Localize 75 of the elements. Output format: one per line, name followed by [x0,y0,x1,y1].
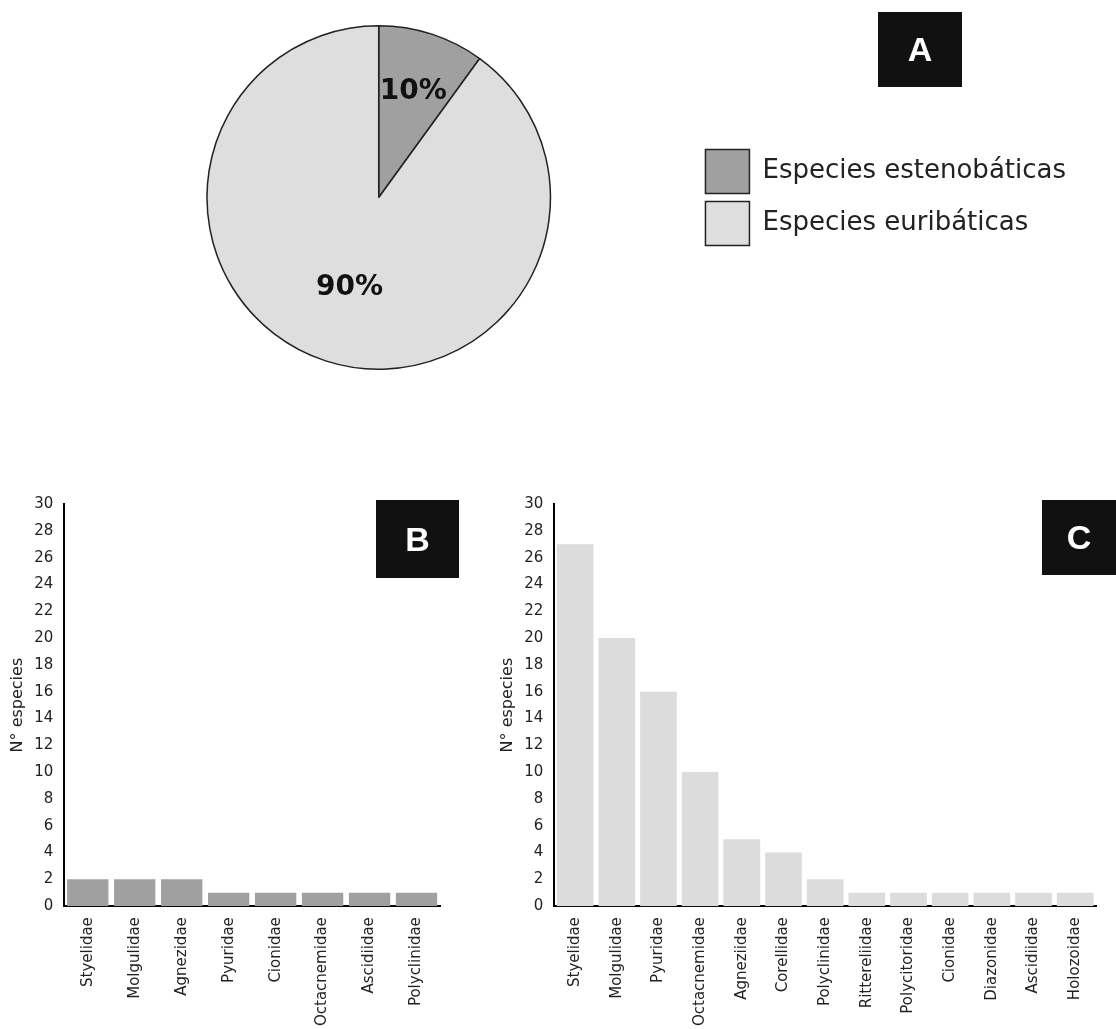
x-tick-label: Agneziidae [731,917,750,1000]
y-tick-label: 14 [34,708,54,727]
x-tick-label: Holozoidae [1065,917,1084,1001]
y-tick-label: 8 [533,788,544,807]
y-tick-label: 0 [43,896,54,915]
bar [890,892,927,907]
y-tick-label: 30 [524,493,544,512]
bar [1015,892,1052,907]
y-tick-label: 4 [43,842,54,861]
y-axis-title: N° especies [6,657,26,753]
y-tick-label: 10 [524,762,544,780]
x-tick-label: Polyclinidae [406,917,425,1007]
y-tick-label: 6 [533,815,544,834]
bar [598,638,636,907]
y-tick-label: 4 [533,842,544,861]
x-tick-label: Octacnemidae [312,917,331,1027]
x-tick-label: Diazonidae [981,917,1000,1001]
data-label: 10% [379,72,447,106]
y-tick-label: 24 [524,574,544,593]
x-tick-label: Rittereliidae [856,917,875,1009]
bar [806,879,844,907]
y-tick-label: 24 [34,574,54,593]
y-tick-label: 14 [524,708,544,727]
x-tick-label: Polycitoridae [898,917,917,1014]
bar [556,544,594,907]
y-tick-label: 18 [524,654,544,673]
bar [681,772,719,907]
x-tick-label: Ascidiidae [1023,917,1042,994]
y-axis-title: N° especies [496,657,516,753]
y-tick-label: 2 [533,869,544,888]
x-tick-label: Polyclinidae [815,917,834,1007]
y-tick-label: 26 [34,547,54,566]
y-tick-label: 28 [524,520,544,539]
legend-label: Especies euribáticas [762,206,1029,237]
y-tick-label: 6 [43,815,54,834]
bar [640,691,677,907]
data-label: 90% [316,268,384,302]
x-tick-label: Cionidae [940,917,959,983]
y-tick-label: 12 [34,735,54,754]
x-tick-label: Ascidiidae [359,917,378,994]
x-tick-label: Agnezidae [171,917,190,996]
chart-title: C [1042,500,1116,575]
bar [931,892,969,907]
x-tick-label: Octacnemidae [690,917,709,1027]
y-tick-label: 10 [34,762,54,780]
bar [765,852,802,907]
x-tick-label: Corellidae [773,917,792,993]
x-tick-label: Styelidae [77,917,96,987]
y-tick-label: 20 [34,627,54,646]
y-tick-label: 0 [533,896,544,915]
y-tick-label: 28 [34,520,54,539]
y-tick-label: 2 [43,869,54,888]
text: B [376,500,459,578]
bar [723,839,761,907]
x-tick-label: Styelidae [565,917,584,987]
y-tick-label: 30 [34,493,54,512]
bar [1056,892,1094,907]
bar [848,892,886,907]
legend-label: Especies estenobáticas [762,154,1066,185]
bar [973,892,1011,907]
y-tick-label: 20 [524,627,544,646]
y-tick-label: 12 [524,735,544,754]
y-tick-label: 18 [34,654,54,673]
y-tick-label: 16 [524,681,544,700]
y-tick-label: 26 [524,547,544,566]
chart-title: A [878,12,962,87]
y-tick-label: 8 [43,788,54,807]
y-tick-label: 22 [524,601,544,620]
x-tick-label: Pyuridae [218,917,237,983]
y-tick-label: 22 [34,601,54,620]
x-tick-label: Cionidae [265,917,284,983]
x-tick-label: Molgulidae [606,917,625,999]
x-tick-label: Pyuridae [648,917,667,983]
x-tick-label: Molgulidae [124,917,143,999]
y-tick-label: 16 [34,681,54,700]
